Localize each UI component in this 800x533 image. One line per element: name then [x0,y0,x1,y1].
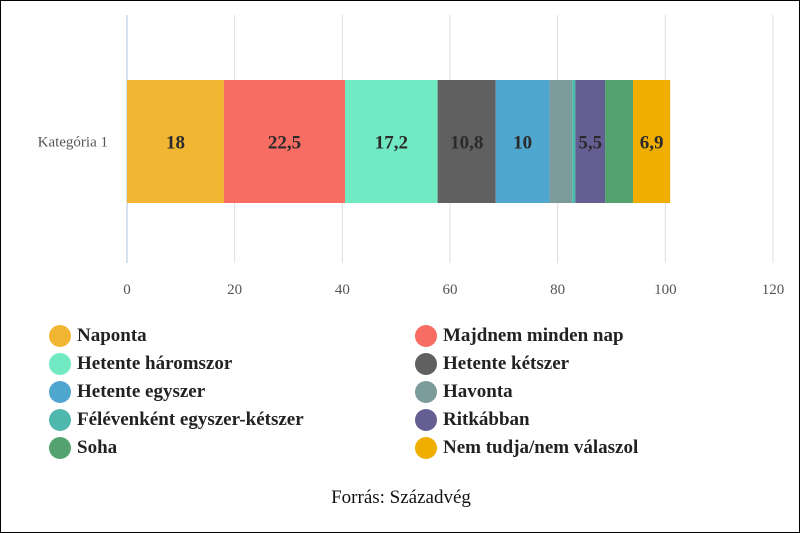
bar-segment [605,80,634,203]
bar-segment [223,80,346,203]
bar-segment [549,80,573,203]
data-label: 17,2 [375,133,408,154]
legend-item: Félévenként egyszer-kétszer [49,407,415,432]
bar-segment [575,80,606,203]
legend-swatch [49,408,71,431]
legend-swatch [415,324,437,347]
bar-segment [572,80,576,203]
legend-swatch [49,352,71,375]
x-tick-label: 0 [123,282,131,298]
x-tick-label: 80 [550,282,565,298]
legend-swatch [49,380,71,403]
legend-label: Hetente egyszer [77,380,206,402]
legend: Naponta Majdnem minden nap Hetente háromsz… [49,323,749,460]
source-note: Forrás: Századvég [331,487,471,508]
legend-item: Ritkábban [415,407,749,432]
legend-swatch [415,436,437,459]
legend-label: Havonta [443,380,513,402]
legend-label: Ritkábban [443,408,530,430]
legend-label: Hetente háromszor [77,352,233,374]
legend-label: Soha [77,436,118,458]
bar-segment [345,80,438,203]
legend-label: Nem tudja/nem válaszol [443,436,639,458]
stacked-bar-chart: 0 20 40 60 80 100 120 Kategória 1 18 22,5 17,2 10,8… [38,15,785,298]
legend-label: Hetente kétszer [443,352,570,374]
legend-item: Soha [49,435,415,460]
legend-label: Félévenként egyszer-kétszer [77,408,304,430]
category-label: Kategória 1 [38,135,108,151]
x-tick-label: 20 [227,282,242,298]
data-label: 10,8 [450,133,483,154]
legend-item: Majdnem minden nap [415,323,749,348]
x-tick-label: 120 [762,282,785,298]
legend-swatch [415,408,437,431]
bar-segment [437,80,496,203]
x-tick-label: 40 [335,282,350,298]
x-tick-label: 100 [654,282,677,298]
x-tick-label: 60 [443,282,458,298]
bar-segment [127,80,224,203]
data-label: 18 [166,133,185,154]
legend-item: Havonta [415,379,749,404]
legend-item: Nem tudja/nem válaszol [415,435,749,460]
legend-swatch [49,324,71,347]
legend-item: Hetente háromszor [49,351,415,376]
legend-item: Hetente egyszer [49,379,415,404]
data-label: 10 [513,133,532,154]
data-label: 5,5 [578,133,602,154]
bar-segment [495,80,550,203]
data-label: 6,9 [640,133,664,154]
data-label: 22,5 [268,133,301,154]
bar-segment [633,80,671,203]
legend-swatch [415,380,437,403]
legend-swatch [415,352,437,375]
legend-item: Hetente kétszer [415,351,749,376]
legend-label: Majdnem minden nap [443,324,624,346]
legend-item: Naponta [49,323,415,348]
legend-label: Naponta [77,324,147,346]
legend-swatch [49,436,71,459]
